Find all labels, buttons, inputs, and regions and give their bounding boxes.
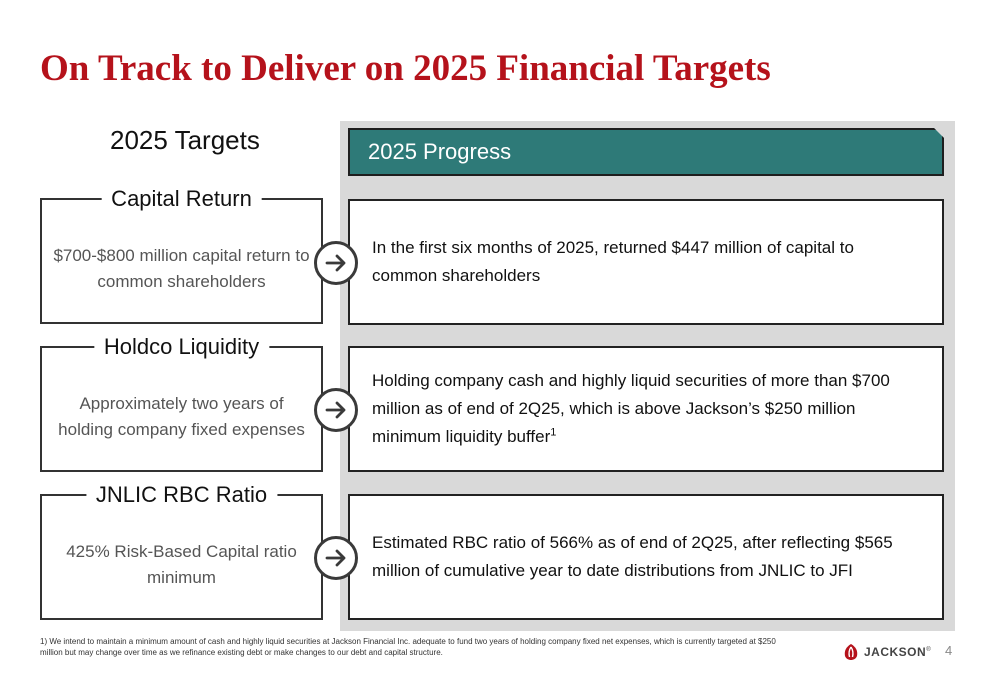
target-text: 425% Risk-Based Capital ratio minimum	[66, 542, 297, 587]
target-card-capital-return: Capital Return $700-$800 million capital…	[40, 184, 323, 324]
target-label: Holdco Liquidity	[93, 332, 270, 362]
arrow-right-icon	[325, 549, 346, 567]
progress-card-holdco-liquidity: Holding company cash and highly liquid s…	[348, 346, 944, 472]
targets-heading: 2025 Targets	[110, 125, 260, 155]
jackson-logo-icon	[844, 644, 858, 660]
target-label: JNLIC RBC Ratio	[85, 480, 278, 510]
footnote: 1) We intend to maintain a minimum amoun…	[40, 637, 776, 657]
progress-text-wrap: In the first six months of 2025, returne…	[372, 234, 912, 290]
target-card-jnlic-rbc-ratio: JNLIC RBC Ratio 425% Risk-Based Capital …	[40, 480, 323, 620]
progress-text: Estimated RBC ratio of 566% as of end of…	[372, 533, 893, 580]
arrow-right-icon	[325, 254, 346, 272]
arrow-right-circle-icon	[314, 241, 358, 285]
registered-mark: ®	[926, 647, 932, 653]
footnote-ref: 1	[550, 426, 557, 439]
progress-heading: 2025 Progress	[348, 128, 944, 176]
target-text: Approximately two years of holding compa…	[58, 394, 305, 439]
target-card-holdco-liquidity: Holdco Liquidity Approximately two years…	[40, 332, 323, 472]
page-title: On Track to Deliver on 2025 Financial Ta…	[40, 48, 771, 89]
target-label: Capital Return	[101, 184, 262, 214]
progress-text: In the first six months of 2025, returne…	[372, 238, 854, 285]
progress-card-jnlic-rbc-ratio: Estimated RBC ratio of 566% as of end of…	[348, 494, 944, 620]
arrow-right-icon	[325, 401, 346, 419]
jackson-logo: JACKSON®	[843, 642, 931, 662]
progress-card-capital-return: In the first six months of 2025, returne…	[348, 199, 944, 325]
logo-text: JACKSON®	[864, 645, 931, 659]
page-number: 4	[945, 643, 953, 658]
target-text: $700-$800 million capital return to comm…	[53, 246, 310, 291]
arrow-right-circle-icon	[314, 536, 358, 580]
progress-text: Holding company cash and highly liquid s…	[372, 371, 890, 446]
logo-wordmark: JACKSON	[864, 645, 927, 659]
progress-text-wrap: Holding company cash and highly liquid s…	[372, 367, 912, 451]
arrow-right-circle-icon	[314, 388, 358, 432]
progress-text-wrap: Estimated RBC ratio of 566% as of end of…	[372, 529, 912, 585]
